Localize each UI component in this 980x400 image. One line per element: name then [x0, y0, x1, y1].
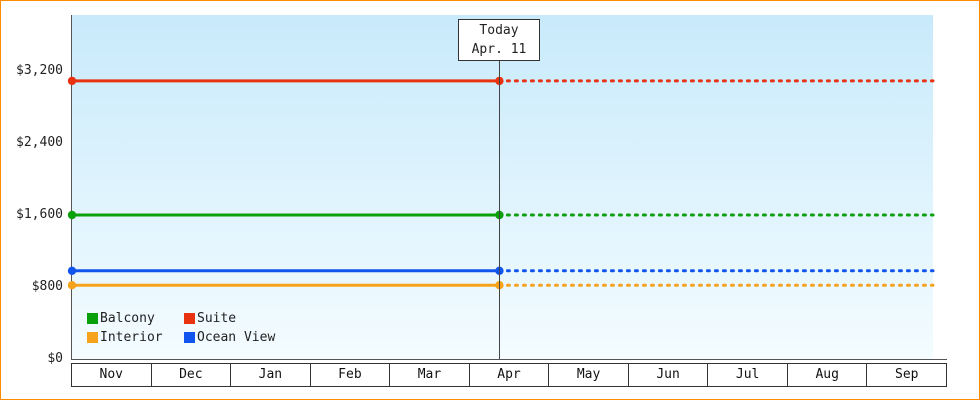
- legend-swatch: [87, 332, 98, 343]
- month-cell: Dec: [150, 363, 232, 387]
- legend: Balcony Suite Interior Ocean View: [87, 311, 275, 345]
- series-point: [67, 210, 77, 220]
- legend-swatch: [184, 313, 195, 324]
- today-date: Apr. 11: [471, 42, 527, 57]
- x-axis-months: Nov Dec Jan Feb Mar Apr May Jun Jul Aug Sep: [71, 363, 948, 387]
- y-tick-label: $0: [47, 351, 63, 366]
- plot-area-background: [72, 15, 933, 359]
- legend-label: Balcony: [100, 311, 155, 326]
- month-cell: Aug: [786, 363, 868, 387]
- series-point: [67, 266, 77, 275]
- legend-label: Interior: [100, 330, 163, 345]
- legend-item: Interior: [87, 330, 184, 345]
- y-axis-line: [71, 15, 72, 360]
- legend-label: Ocean View: [197, 330, 276, 345]
- legend-item: Suite: [184, 311, 275, 326]
- legend-swatch: [87, 313, 98, 324]
- series-point: [67, 281, 77, 290]
- month-cell: Nov: [71, 363, 152, 387]
- series-point: [67, 76, 77, 86]
- month-cell: May: [548, 363, 629, 387]
- today-annotation: Today Apr. 11: [458, 19, 540, 61]
- y-tick-label: $800: [31, 279, 63, 294]
- legend-label: Suite: [197, 311, 237, 326]
- y-tick-label: $3,200: [16, 63, 63, 78]
- today-label: Today: [479, 23, 519, 38]
- series-lines: [67, 76, 935, 290]
- month-cell: Mar: [389, 363, 470, 387]
- y-tick-label: $1,600: [16, 207, 63, 222]
- month-cell: Apr: [468, 363, 550, 387]
- month-cell: Jan: [230, 363, 311, 387]
- y-tick-label: $2,400: [16, 135, 63, 150]
- month-cell: Sep: [866, 363, 948, 387]
- month-cell: Jul: [707, 363, 788, 387]
- legend-item: Ocean View: [184, 330, 275, 345]
- month-cell: Feb: [309, 363, 391, 387]
- today-vertical-line: [499, 21, 500, 359]
- legend-item: Balcony: [87, 311, 184, 326]
- legend-swatch: [184, 332, 195, 343]
- month-cell: Jun: [627, 363, 709, 387]
- x-axis-line: [71, 359, 947, 360]
